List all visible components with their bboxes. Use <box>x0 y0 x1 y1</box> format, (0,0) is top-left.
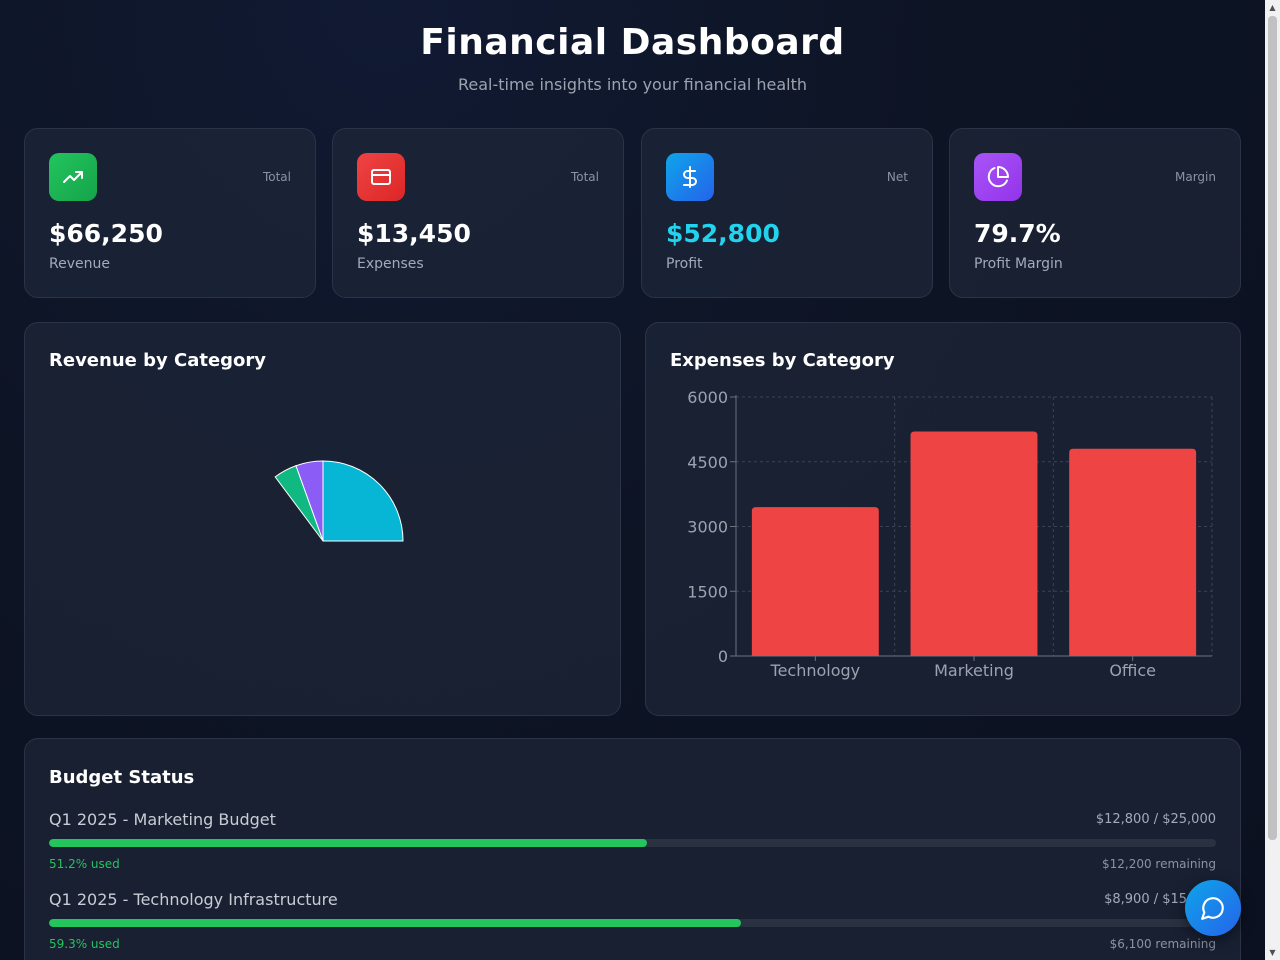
page-header: Financial Dashboard Real-time insights i… <box>0 22 1265 94</box>
expenses-chart-panel: Expenses by Category 0 1500 3000 4500 6000 Te… <box>645 322 1241 716</box>
x-tick-label: Technology <box>770 661 861 680</box>
stat-label: Revenue <box>49 256 110 272</box>
budget-progress-track <box>49 919 1216 927</box>
x-tick-label: Office <box>1109 661 1156 680</box>
budget-status-panel: Budget Status Q1 2025 - Marketing Budget… <box>24 738 1241 960</box>
pie-slice[interactable] <box>274 465 324 542</box>
revenue-chart-title: Revenue by Category <box>49 350 267 371</box>
budget-used: 59.3% used <box>49 937 120 951</box>
y-tick-label: 4500 <box>687 453 728 472</box>
budget-remaining: $12,200 remaining <box>1101 857 1216 871</box>
y-tick-label: 0 <box>718 647 728 666</box>
revenue-chart-panel: Revenue by Category <box>24 322 621 716</box>
credit-card-icon <box>357 153 405 201</box>
pie-slice[interactable] <box>322 460 404 542</box>
expenses-chart-title: Expenses by Category <box>670 350 895 371</box>
chat-button[interactable] <box>1185 880 1241 936</box>
x-tick-label: Marketing <box>934 661 1014 680</box>
stat-label: Expenses <box>357 256 424 272</box>
budget-title: Budget Status <box>49 767 195 788</box>
expenses-bar-chart: 0 1500 3000 4500 6000 Technology Marketing Offi… <box>687 388 1213 680</box>
stat-tag: Total <box>262 170 291 184</box>
y-tick-label: 6000 <box>687 388 728 407</box>
scrollbar-thumb[interactable] <box>1268 16 1277 840</box>
expenses-stat-card: Total $13,450 Expenses <box>332 128 624 298</box>
y-tick-label: 3000 <box>687 518 728 537</box>
pie-chart-icon <box>974 153 1022 201</box>
scroll-up-icon[interactable]: ▲ <box>1269 3 1276 12</box>
stat-tag: Net <box>886 170 908 184</box>
budget-progress-fill <box>49 839 647 847</box>
budget-progress-track <box>49 839 1216 847</box>
trending-up-icon <box>49 153 97 201</box>
scroll-down-icon[interactable]: ▼ <box>1269 948 1276 957</box>
budget-remaining: $6,100 remaining <box>1109 937 1216 951</box>
margin-stat-card: Margin 79.7% Profit Margin <box>949 128 1241 298</box>
stat-tag: Total <box>570 170 599 184</box>
page-scrollbar[interactable]: ▲ ▼ <box>1265 0 1280 960</box>
stat-label: Profit Margin <box>974 256 1063 272</box>
revenue-stat-card: Total $66,250 Revenue <box>24 128 316 298</box>
revenue-pie-chart <box>274 460 404 542</box>
stat-value: $66,250 <box>49 219 163 248</box>
chat-bubble-icon <box>1200 895 1226 921</box>
budget-amount: $12,800 / $25,000 <box>1095 812 1216 827</box>
bar-office[interactable] <box>1069 448 1197 656</box>
stat-value: $52,800 <box>666 219 780 248</box>
budget-used: 51.2% used <box>49 857 120 871</box>
stat-value: 79.7% <box>974 219 1061 248</box>
y-tick-label: 1500 <box>687 582 728 601</box>
dollar-sign-icon <box>666 153 714 201</box>
stat-tag: Margin <box>1175 170 1216 184</box>
budget-progress-fill <box>49 919 742 927</box>
bar-technology[interactable] <box>751 507 879 656</box>
profit-stat-card: Net $52,800 Profit <box>641 128 933 298</box>
page-subtitle: Real-time insights into your financial h… <box>457 75 808 94</box>
stat-label: Profit <box>666 256 703 272</box>
page-title: Financial Dashboard <box>420 22 845 63</box>
budget-name: Q1 2025 - Technology Infrastructure <box>49 890 338 909</box>
stat-value: $13,450 <box>357 219 471 248</box>
bar-marketing[interactable] <box>910 431 1038 656</box>
budget-name: Q1 2025 - Marketing Budget <box>49 810 276 829</box>
